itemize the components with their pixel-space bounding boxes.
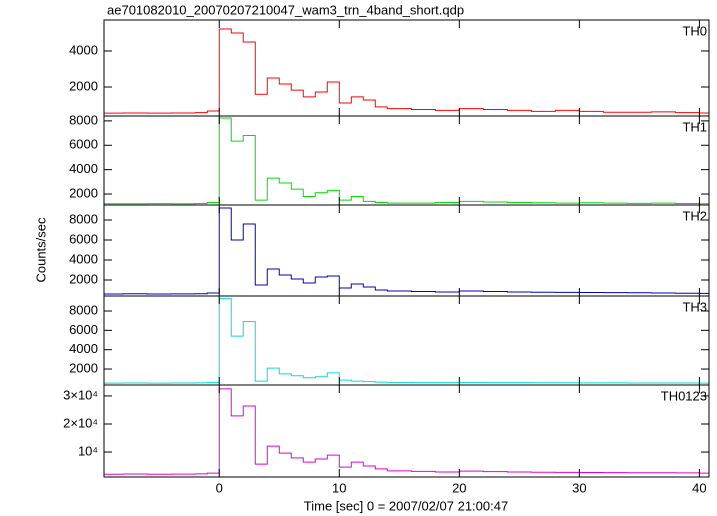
x-tick-label: 10 bbox=[332, 480, 346, 495]
y-tick-label: 8000 bbox=[69, 211, 98, 226]
panel-frame bbox=[103, 384, 710, 478]
x-tick-label: 30 bbox=[572, 480, 586, 495]
step-line bbox=[104, 28, 709, 114]
y-tick-label: 6000 bbox=[69, 137, 98, 152]
panel-label: TH0123 bbox=[661, 388, 707, 403]
x-tick-label: 40 bbox=[692, 480, 706, 495]
panel-frame bbox=[103, 204, 710, 297]
y-tick-label: 8000 bbox=[69, 302, 98, 317]
y-tick-label: 2×10⁴ bbox=[63, 415, 98, 430]
y-tick-label: 2000 bbox=[69, 271, 98, 286]
step-line bbox=[104, 388, 709, 475]
panel-label: TH2 bbox=[682, 208, 707, 223]
panel-frame bbox=[103, 115, 710, 206]
chart-title: ae701082010_20070207210047_wam3_trn_4ban… bbox=[107, 2, 464, 17]
panel-label: TH0 bbox=[682, 23, 707, 38]
y-tick-label: 2000 bbox=[69, 78, 98, 93]
y-axis-label: Counts/sec bbox=[33, 217, 48, 283]
y-tick-label: 6000 bbox=[69, 322, 98, 337]
y-tick-label: 4000 bbox=[69, 161, 98, 176]
y-tick-label: 4000 bbox=[69, 42, 98, 57]
step-line bbox=[104, 297, 709, 384]
x-axis-label: Time [sec] 0 = 2007/02/07 21:00:47 bbox=[304, 498, 508, 513]
panel-frame bbox=[103, 19, 710, 117]
y-tick-label: 2000 bbox=[69, 360, 98, 375]
y-tick-label: 10⁴ bbox=[78, 443, 98, 458]
y-tick-label: 4000 bbox=[69, 341, 98, 356]
x-tick-label: 20 bbox=[452, 480, 466, 495]
step-line bbox=[104, 207, 709, 295]
panel-frame bbox=[103, 295, 710, 386]
y-tick-label: 2000 bbox=[69, 185, 98, 200]
y-tick-label: 6000 bbox=[69, 231, 98, 246]
y-tick-label: 8000 bbox=[69, 112, 98, 127]
panel-label: TH3 bbox=[682, 299, 707, 314]
step-line bbox=[104, 117, 709, 205]
panel-label: TH1 bbox=[682, 119, 707, 134]
x-tick-label: 0 bbox=[216, 480, 223, 495]
y-tick-label: 4000 bbox=[69, 251, 98, 266]
y-tick-label: 3×10⁴ bbox=[63, 387, 98, 402]
plot-area bbox=[104, 28, 709, 475]
